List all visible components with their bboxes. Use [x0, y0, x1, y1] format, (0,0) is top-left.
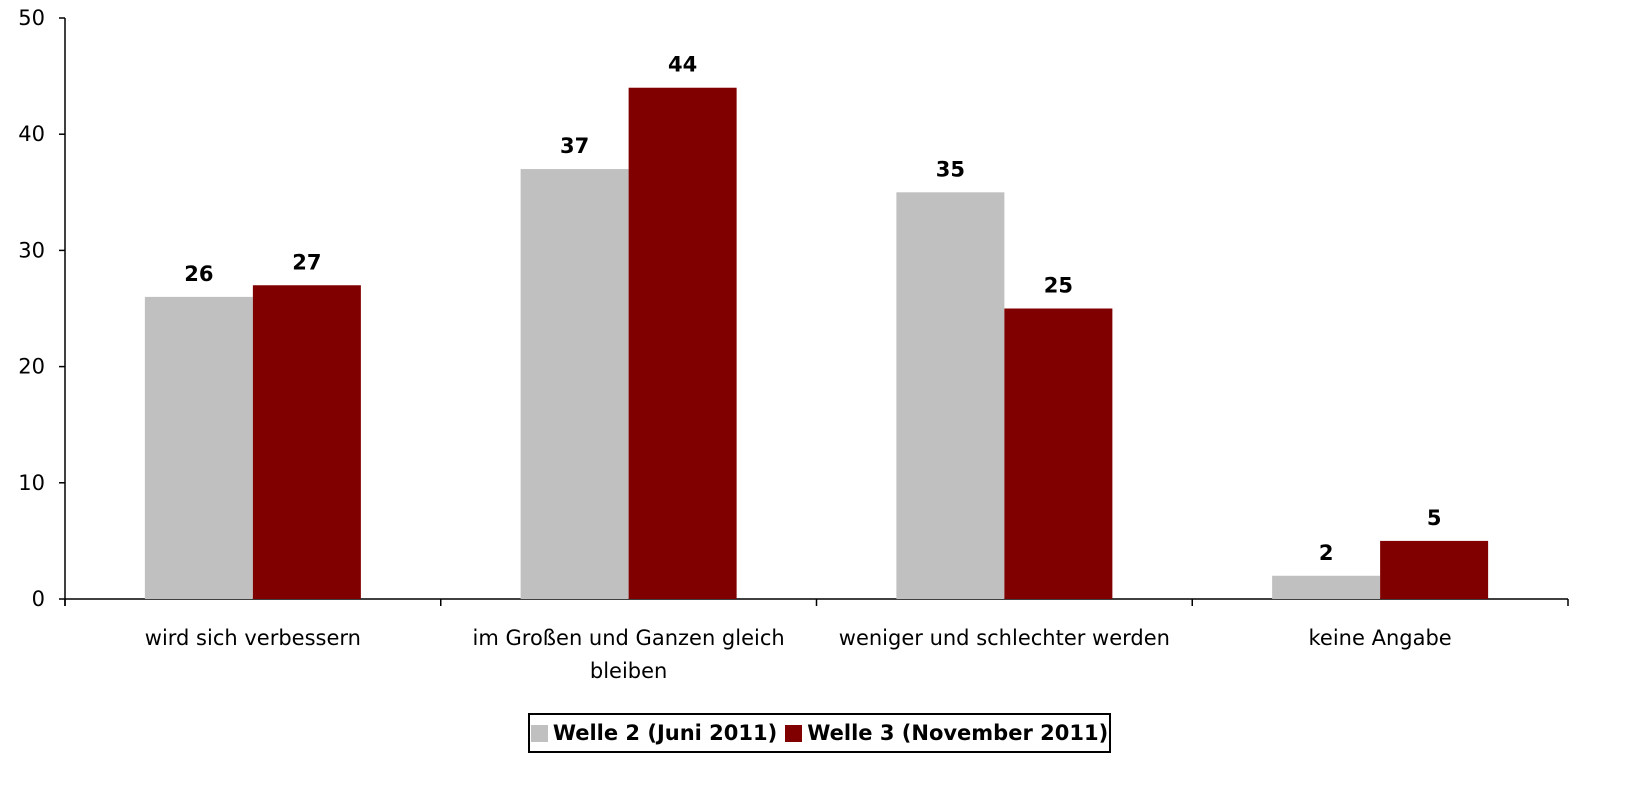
y-tick-label: 10 — [18, 471, 45, 495]
data-label: 44 — [668, 53, 697, 77]
legend-swatch-welle-3 — [785, 724, 803, 742]
y-tick-label: 40 — [18, 122, 45, 146]
bars — [144, 87, 1489, 600]
bar — [896, 192, 1005, 600]
bar — [1272, 575, 1381, 599]
y-tick-label: 50 — [18, 6, 45, 30]
legend-item-welle-2: Welle 2 (Juni 2011) — [530, 721, 778, 745]
bar — [1004, 308, 1113, 599]
data-label: 26 — [184, 262, 213, 286]
bar — [628, 87, 737, 599]
legend-label-welle-2: Welle 2 (Juni 2011) — [552, 721, 778, 745]
legend-swatch-welle-2 — [530, 724, 548, 742]
x-axis: wird sich verbessern im Großen und Ganzen… — [64, 598, 1569, 683]
data-label: 5 — [1427, 506, 1442, 530]
y-tick-label: 30 — [18, 238, 45, 262]
data-label: 27 — [292, 250, 321, 274]
bar — [520, 169, 629, 599]
y-tick-label: 0 — [32, 587, 45, 611]
x-category-label: weniger und schlechter werden — [839, 626, 1170, 650]
bar — [144, 296, 253, 599]
chart-legend: Welle 2 (Juni 2011) Welle 3 (November 20… — [528, 713, 1111, 753]
x-category-label: bleiben — [590, 659, 667, 683]
y-axis: 0 10 20 30 40 50 — [18, 6, 66, 611]
bar — [1380, 540, 1489, 599]
legend-label-welle-3: Welle 3 (November 2011) — [807, 721, 1109, 745]
x-category-label: wird sich verbessern — [145, 626, 361, 650]
x-category-label: keine Angabe — [1309, 626, 1452, 650]
legend-item-welle-3: Welle 3 (November 2011) — [785, 721, 1108, 745]
data-label: 2 — [1319, 541, 1334, 565]
bar — [252, 285, 361, 599]
data-label: 37 — [560, 134, 589, 158]
x-category-label: im Großen und Ganzen gleich — [473, 626, 785, 650]
data-label: 25 — [1044, 274, 1073, 298]
data-label: 35 — [936, 157, 965, 181]
y-tick-label: 20 — [18, 355, 45, 379]
